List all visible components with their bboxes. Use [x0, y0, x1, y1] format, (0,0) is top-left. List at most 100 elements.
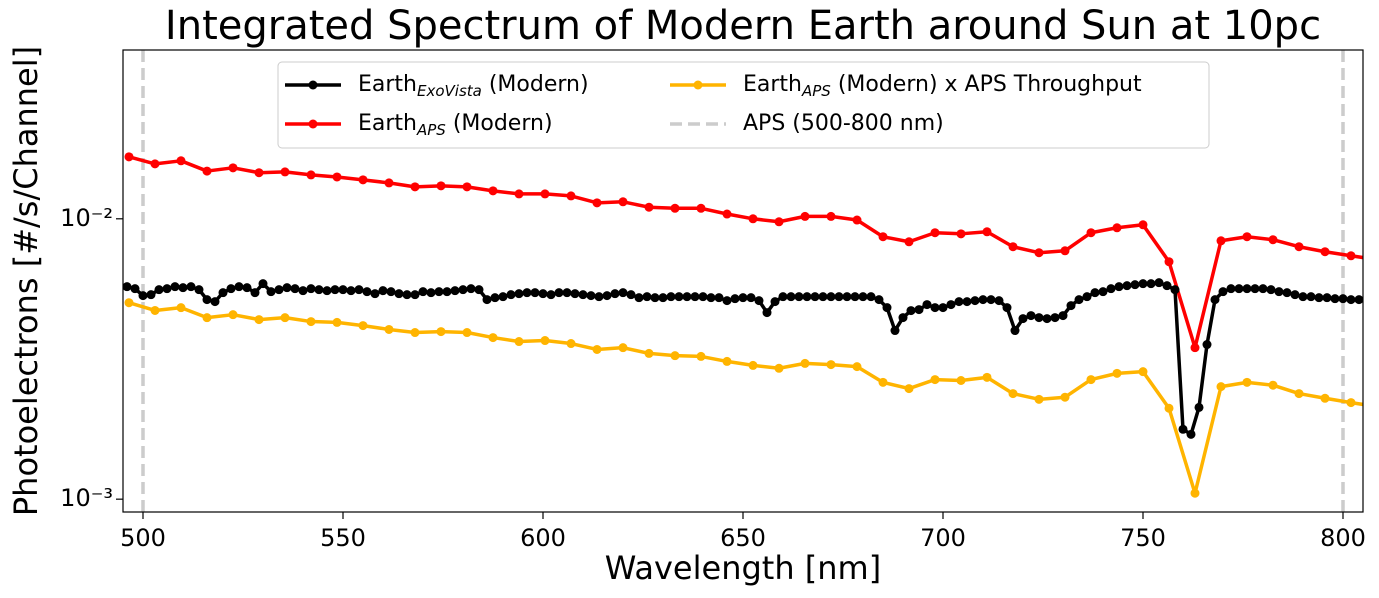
- data-point: [978, 295, 988, 305]
- data-point: [1058, 311, 1068, 321]
- data-point: [228, 163, 238, 173]
- y-axis-label: Photoelectrons [#/s/Channel]: [7, 46, 45, 516]
- data-point: [466, 284, 476, 294]
- data-point: [986, 295, 996, 305]
- data-point: [794, 292, 804, 302]
- legend-label-base: Earth: [743, 72, 802, 97]
- data-point: [170, 282, 180, 292]
- data-point: [194, 285, 204, 295]
- data-point: [754, 296, 764, 306]
- data-point: [1034, 313, 1044, 323]
- data-point: [202, 313, 212, 323]
- data-point: [282, 283, 292, 293]
- data-point: [346, 286, 356, 296]
- data-point: [250, 288, 260, 298]
- data-point: [954, 297, 964, 307]
- data-point: [570, 289, 580, 299]
- data-point: [962, 297, 972, 307]
- data-point: [1034, 248, 1044, 258]
- data-point: [930, 375, 940, 385]
- data-point: [818, 292, 828, 302]
- data-point: [488, 186, 498, 196]
- data-point: [1320, 393, 1330, 403]
- data-point: [898, 313, 908, 323]
- data-point: [810, 292, 820, 302]
- data-point: [826, 292, 836, 302]
- legend-marker: [308, 119, 318, 129]
- data-point: [482, 295, 492, 305]
- data-point: [800, 358, 810, 368]
- data-point: [674, 292, 684, 302]
- data-point: [202, 295, 212, 305]
- data-point: [124, 152, 134, 162]
- data-point: [280, 167, 290, 177]
- data-point: [410, 182, 420, 192]
- data-point: [982, 227, 992, 237]
- legend-label-rest: (Modern): [482, 72, 589, 97]
- data-point: [138, 291, 148, 301]
- data-point: [914, 305, 924, 315]
- data-point: [386, 287, 396, 297]
- x-tick-label: 500: [120, 524, 166, 552]
- data-point: [644, 202, 654, 212]
- data-point: [228, 310, 238, 320]
- data-point: [488, 333, 498, 343]
- data-point: [1164, 257, 1174, 267]
- data-point: [698, 292, 708, 302]
- data-point: [1294, 242, 1304, 252]
- data-point: [322, 286, 332, 296]
- data-point: [722, 356, 732, 366]
- data-point: [1338, 294, 1348, 304]
- data-point: [1320, 247, 1330, 257]
- y-tick-label: 10⁻²: [60, 204, 113, 232]
- data-point: [530, 288, 540, 298]
- data-point: [462, 328, 472, 338]
- data-point: [1122, 281, 1132, 291]
- data-point: [176, 156, 186, 166]
- data-point: [1218, 287, 1228, 297]
- data-point: [290, 284, 300, 294]
- data-point: [1210, 295, 1220, 305]
- data-point: [436, 327, 446, 337]
- data-point: [410, 290, 420, 300]
- data-point: [634, 293, 644, 303]
- data-point: [538, 289, 548, 299]
- data-point: [1114, 282, 1124, 292]
- data-point: [852, 362, 862, 372]
- data-point: [610, 289, 620, 299]
- data-point: [1266, 285, 1276, 295]
- legend-marker: [308, 80, 318, 90]
- data-point: [306, 284, 316, 294]
- data-point: [458, 285, 468, 295]
- data-point: [1130, 280, 1140, 290]
- data-point: [254, 168, 264, 178]
- data-point: [210, 297, 220, 307]
- data-point: [866, 292, 876, 302]
- data-point: [890, 326, 900, 336]
- legend-label: APS (500-800 nm): [743, 111, 944, 136]
- data-point: [774, 217, 784, 227]
- data-point: [1154, 278, 1164, 288]
- data-point: [498, 292, 508, 302]
- data-point: [358, 175, 368, 185]
- data-point: [578, 290, 588, 300]
- legend-label: EarthAPS (Modern) x APS Throughput: [743, 72, 1142, 100]
- x-tick-label: 600: [520, 524, 566, 552]
- data-point: [202, 166, 212, 176]
- data-point: [242, 283, 252, 293]
- data-point: [154, 285, 164, 295]
- data-point: [722, 296, 732, 306]
- data-point: [826, 211, 836, 221]
- data-point: [410, 328, 420, 338]
- data-point: [490, 293, 500, 303]
- data-point: [566, 191, 576, 201]
- data-point: [904, 384, 914, 394]
- data-point: [1186, 429, 1196, 439]
- data-point: [226, 284, 236, 294]
- data-point: [774, 363, 784, 373]
- data-point: [130, 284, 140, 294]
- data-point: [266, 287, 276, 297]
- data-point: [394, 289, 404, 299]
- data-point: [834, 292, 844, 302]
- data-point: [1314, 293, 1324, 303]
